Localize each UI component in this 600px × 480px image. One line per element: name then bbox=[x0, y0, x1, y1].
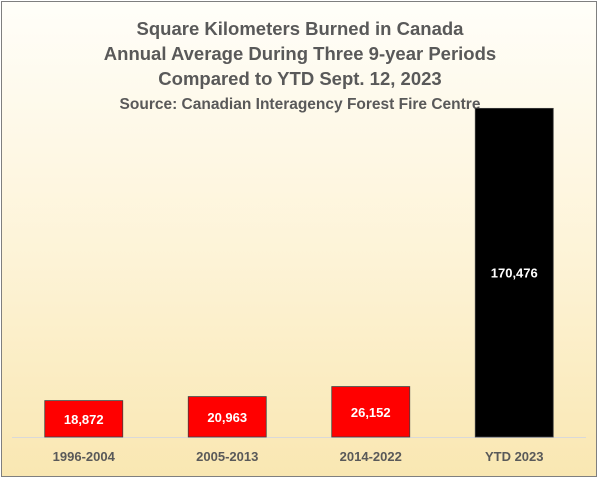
bar-ytd-2023 bbox=[474, 107, 554, 438]
bars-group bbox=[44, 107, 554, 438]
x-tick-labels-group: 1996-2004 2005-2013 2014-2022 YTD 2023 bbox=[53, 449, 544, 464]
x-tick-label-2014-2022: 2014-2022 bbox=[340, 449, 402, 464]
x-tick-label-ytd-2023: YTD 2023 bbox=[485, 449, 544, 464]
data-labels-group: 18,872 20,963 26,152 170,476 bbox=[64, 266, 538, 427]
bar-1996-2004 bbox=[44, 400, 124, 438]
x-tick-label-2005-2013: 2005-2013 bbox=[196, 449, 258, 464]
x-tick-label-1996-2004: 1996-2004 bbox=[53, 449, 116, 464]
chart-title-block: Square Kilometers Burned in Canada Annua… bbox=[2, 16, 598, 115]
bar-2014-2022 bbox=[331, 386, 411, 438]
data-label-1996-2004: 18,872 bbox=[64, 412, 104, 427]
bar-2005-2013 bbox=[187, 396, 267, 438]
chart-source: Source: Canadian Interagency Forest Fire… bbox=[119, 96, 481, 113]
data-label-2005-2013: 20,963 bbox=[207, 410, 247, 425]
chart-title: Square Kilometers Burned in Canada bbox=[136, 18, 464, 39]
chart-subtitle-line-1: Annual Average During Three 9-year Perio… bbox=[103, 43, 497, 64]
data-label-2014-2022: 26,152 bbox=[351, 405, 391, 420]
chart-subtitle-line-2: Compared to YTD Sept. 12, 2023 bbox=[158, 68, 442, 89]
data-label-ytd-2023: 170,476 bbox=[491, 266, 538, 281]
